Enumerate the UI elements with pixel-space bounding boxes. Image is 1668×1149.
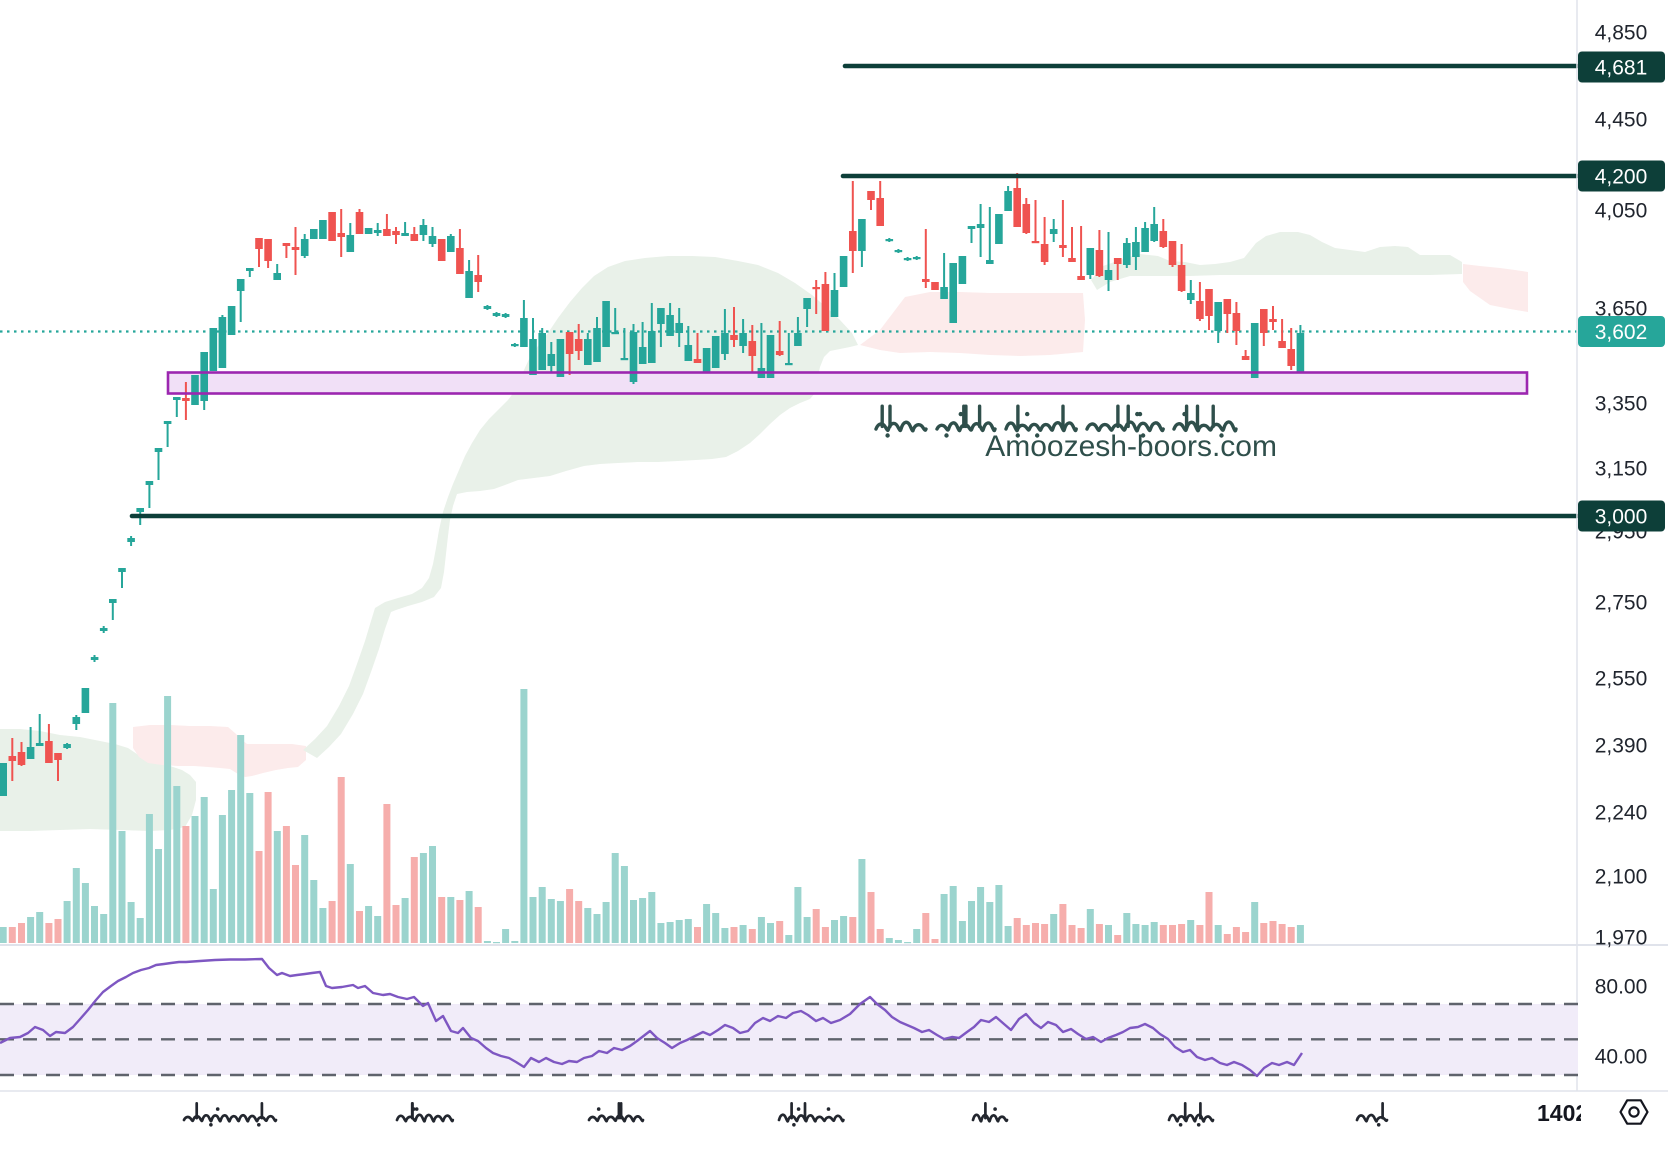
svg-text:2,750: 2,750 xyxy=(1595,592,1648,615)
svg-text:2,550: 2,550 xyxy=(1595,668,1648,691)
svg-text:2,100: 2,100 xyxy=(1595,866,1648,889)
svg-text:4,450: 4,450 xyxy=(1595,109,1648,132)
svg-text:4,200: 4,200 xyxy=(1595,166,1648,189)
svg-text:40.00: 40.00 xyxy=(1595,1046,1648,1069)
svg-text:Amoozesh-boors.com: Amoozesh-boors.com xyxy=(985,430,1277,463)
svg-text:3,602: 3,602 xyxy=(1595,321,1648,344)
svg-text:3,350: 3,350 xyxy=(1595,393,1648,416)
svg-text:4,850: 4,850 xyxy=(1595,22,1648,45)
svg-text:4,050: 4,050 xyxy=(1595,200,1648,223)
svg-text:3,150: 3,150 xyxy=(1595,458,1648,481)
svg-text:1,970: 1,970 xyxy=(1595,927,1648,950)
svg-text:2,390: 2,390 xyxy=(1595,735,1648,758)
svg-text:80.00: 80.00 xyxy=(1595,976,1648,999)
svg-text:1402: 1402 xyxy=(1537,1100,1588,1126)
svg-text:3,000: 3,000 xyxy=(1595,506,1648,529)
svg-text:2,240: 2,240 xyxy=(1595,802,1648,825)
svg-text:3,650: 3,650 xyxy=(1595,298,1648,321)
svg-text:4,681: 4,681 xyxy=(1595,57,1648,80)
